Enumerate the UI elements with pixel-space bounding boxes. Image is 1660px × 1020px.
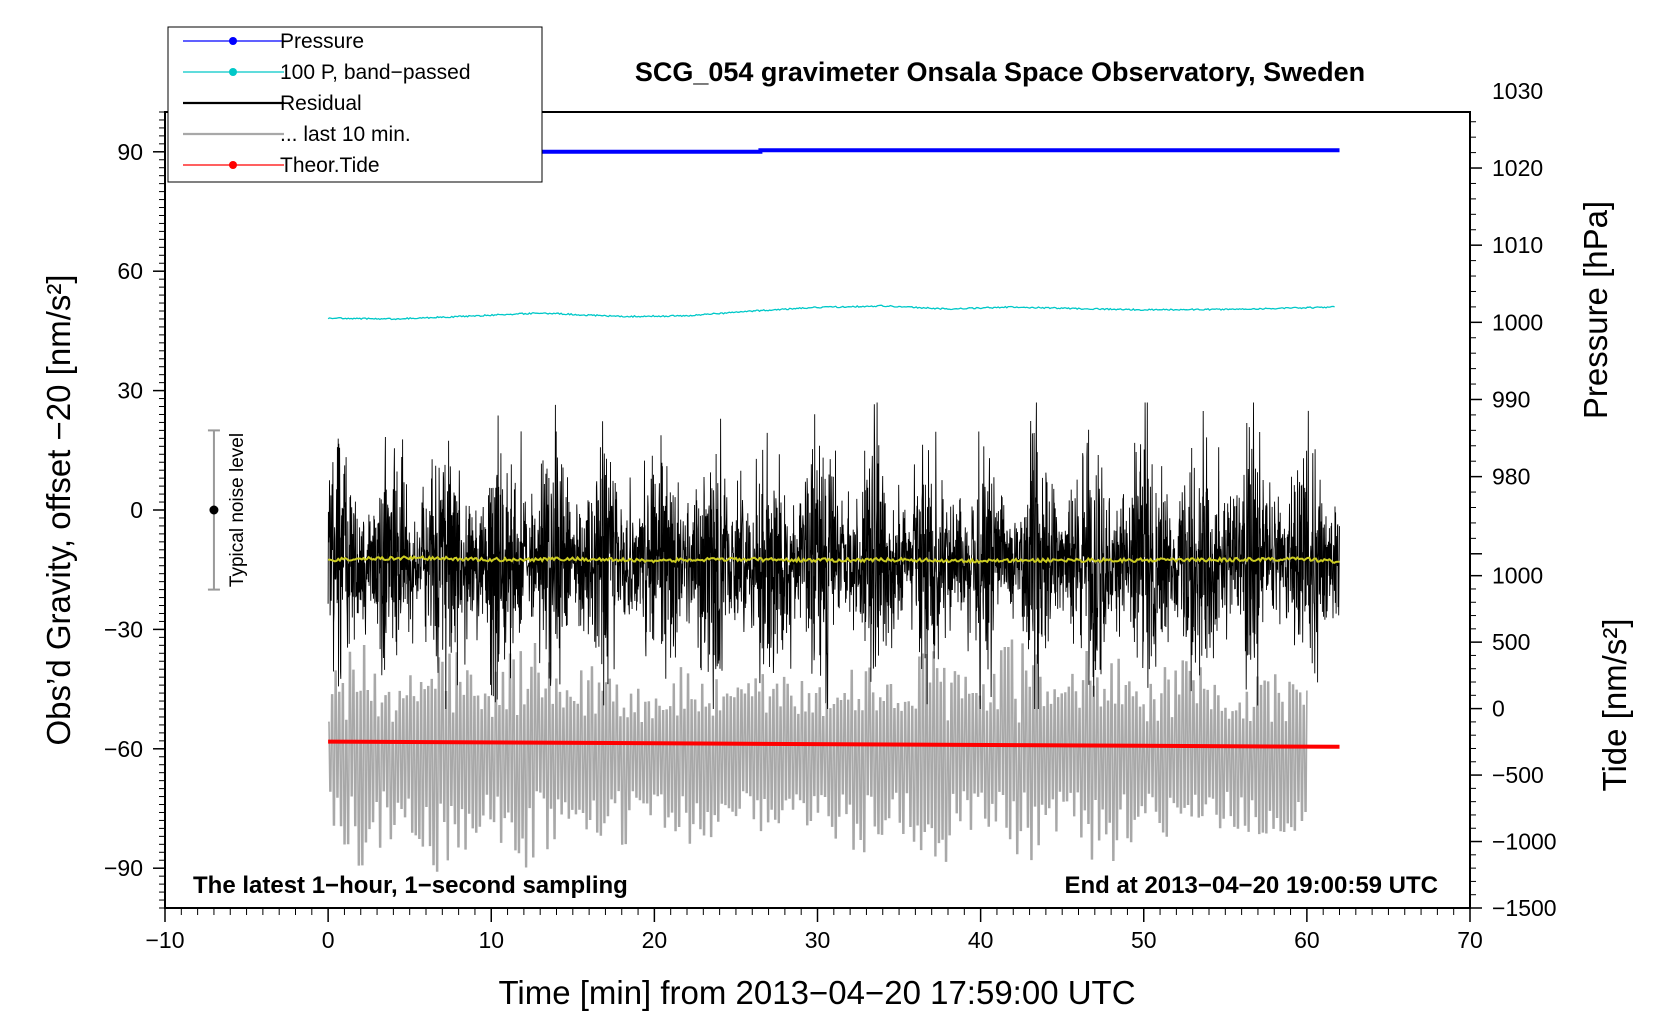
y-left-tick-label: 90 xyxy=(117,139,143,165)
y-axis-left: 90 60 30 0 −30 −60 −90 xyxy=(104,111,165,909)
x-tick-label: 30 xyxy=(805,927,831,953)
tide-tick-label: −1500 xyxy=(1492,895,1557,921)
residual-series-line xyxy=(327,402,1340,710)
annotation-sampling: The latest 1−hour, 1−second sampling xyxy=(193,872,628,899)
pressure-tick-label: 1030 xyxy=(1492,78,1543,104)
tide-tick-label: 1000 xyxy=(1492,563,1543,589)
legend-entry-pressure-marker xyxy=(229,37,237,45)
y-axis-right: 1030 1020 1010 1000 990 980 1000 500 0 −500 −1000 −… xyxy=(1470,78,1557,921)
y-left-tick-label: 30 xyxy=(117,378,143,404)
noise-indicator: Typical noise level xyxy=(207,429,248,591)
x-tick-label: 20 xyxy=(642,927,668,953)
legend-entry-theor-tide-marker xyxy=(229,161,237,169)
x-tick-label: 10 xyxy=(478,927,504,953)
y-left-tick-label: 60 xyxy=(117,258,143,284)
legend-entry-residual-label: Residual xyxy=(280,92,362,115)
x-tick-label: −10 xyxy=(145,927,184,953)
y-left-tick-label: −30 xyxy=(104,616,143,642)
x-tick-label: 50 xyxy=(1131,927,1157,953)
theor-tide-series-line xyxy=(328,739,1340,749)
legend-entry-100-p-band-passed-label: 100 P, band−passed xyxy=(280,61,471,84)
annotation-end-time: End at 2013−04−20 19:00:59 UTC xyxy=(1064,872,1438,899)
legend-box xyxy=(167,26,543,183)
pressure-tick-label: 1010 xyxy=(1492,232,1543,258)
noise-indicator-label: Typical noise level xyxy=(227,433,248,587)
tide-tick-label: 0 xyxy=(1492,696,1505,722)
last-10-min-series-line xyxy=(328,639,1308,872)
pressure-tick-label: 980 xyxy=(1492,464,1530,490)
x-tick-label: 60 xyxy=(1294,927,1320,953)
y-left-tick-label: −90 xyxy=(104,855,143,881)
legend: Pressure 100 P, band−passed Residual ... la… xyxy=(167,26,543,183)
legend-entry-last-10-min-label: ... last 10 min. xyxy=(280,123,411,146)
chart-title: SCG_054 gravimeter Onsala Space Observat… xyxy=(635,57,1365,87)
x-axis: −10 0 10 20 30 40 50 60 70 xyxy=(145,908,1483,953)
pressure-axis-title: Pressure [hPa] xyxy=(1577,201,1614,419)
x-tick-label: 40 xyxy=(968,927,994,953)
legend-entry-theor-tide-label: Theor.Tide xyxy=(280,154,380,177)
tide-tick-label: −1000 xyxy=(1492,829,1557,855)
x-tick-label: 70 xyxy=(1457,927,1483,953)
pressure-tick-label: 990 xyxy=(1492,386,1530,412)
x-tick-label: 0 xyxy=(322,927,335,953)
y-left-tick-label: −60 xyxy=(104,736,143,762)
legend-entry-pressure-label: Pressure xyxy=(280,30,364,53)
pressure-tick-label: 1020 xyxy=(1492,155,1543,181)
residual-smoothed-series-line xyxy=(327,555,1340,565)
y-axis-left-title: Obs’d Gravity, offset −20 [nm/s²] xyxy=(40,274,77,745)
pressure-series-line xyxy=(328,148,1340,154)
noise-center-dot xyxy=(209,505,219,515)
tide-tick-label: −500 xyxy=(1492,762,1544,788)
pressure-tick-label: 1000 xyxy=(1492,309,1543,335)
series-layer xyxy=(327,148,1340,872)
legend-entry-100-p-band-passed-marker xyxy=(229,68,237,76)
y-left-tick-label: 0 xyxy=(130,497,143,523)
100-p-band-passed-series-line xyxy=(327,304,1335,321)
tide-axis-title: Tide [nm/s²] xyxy=(1596,619,1633,792)
tide-tick-label: 500 xyxy=(1492,629,1530,655)
x-axis-title: Time [min] from 2013−04−20 17:59:00 UTC xyxy=(498,974,1135,1011)
